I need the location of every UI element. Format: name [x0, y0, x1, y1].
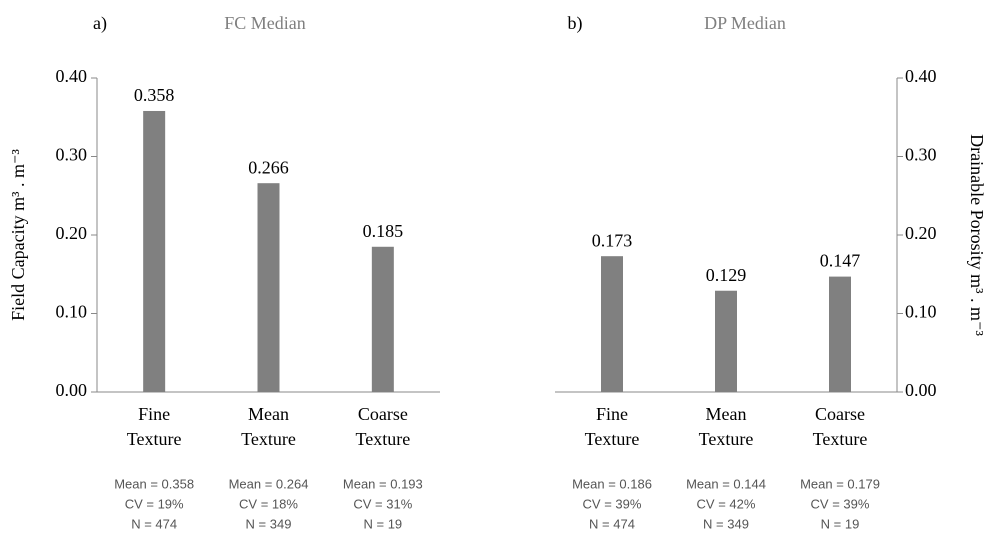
category-note: Mean = 0.193: [343, 476, 423, 491]
x-tick-label: Coarse Texture: [813, 404, 868, 449]
category-note: N = 349: [246, 516, 292, 531]
x-tick-label: Fine Texture: [585, 404, 640, 449]
x-tick-label-line: Coarse: [358, 404, 408, 424]
y-tick-label: 0.20: [905, 223, 937, 243]
y-tick-label: 0.20: [56, 223, 88, 243]
bar: [715, 290, 737, 392]
category-note: CV = 39%: [583, 496, 642, 511]
x-tick-label-line: Coarse: [815, 404, 865, 424]
y-tick-label: 0.00: [905, 380, 937, 400]
bar: [143, 110, 166, 392]
x-tick-label-line: Texture: [127, 429, 182, 449]
category-note: Mean = 0.144: [686, 476, 766, 491]
value-label: 0.173: [592, 230, 633, 250]
x-tick-label-line: Fine: [596, 404, 628, 424]
y-tick-label: 0.40: [905, 66, 937, 86]
x-tick-label-line: Texture: [699, 429, 754, 449]
x-tick-label-line: Fine: [138, 404, 170, 424]
bar: [371, 246, 394, 392]
panel-label: b): [568, 13, 583, 34]
value-label: 0.358: [134, 85, 175, 105]
y-tick-label: 0.00: [56, 380, 88, 400]
category-note: N = 349: [703, 516, 749, 531]
category-note: CV = 19%: [125, 496, 184, 511]
chart-title: FC Median: [224, 13, 306, 33]
value-label: 0.129: [706, 265, 747, 285]
chart-title: DP Median: [704, 13, 786, 33]
x-tick-label: Coarse Texture: [355, 404, 410, 449]
x-tick-label-line: Mean: [706, 404, 747, 424]
x-tick-label-line: Mean: [248, 404, 289, 424]
value-label: 0.185: [363, 221, 404, 241]
y-tick-label: 0.40: [56, 66, 88, 86]
category-note: Mean = 0.186: [572, 476, 652, 491]
value-label: 0.147: [820, 251, 861, 271]
category-note: N = 19: [363, 516, 402, 531]
y-axis-label: Drainable Porosity m³ . m⁻³: [967, 134, 986, 336]
category-note: CV = 39%: [811, 496, 870, 511]
x-tick-label: Mean Texture: [699, 404, 754, 449]
bar: [829, 276, 851, 392]
y-tick-label: 0.30: [56, 145, 88, 165]
x-tick-label-line: Texture: [585, 429, 640, 449]
x-tick-label: Fine Texture: [127, 404, 182, 449]
y-axis-label: Field Capacity m³ . m⁻³: [8, 149, 28, 321]
value-label: 0.266: [248, 157, 289, 177]
bar: [601, 256, 623, 392]
category-note: CV = 42%: [697, 496, 756, 511]
x-tick-label-line: Texture: [813, 429, 868, 449]
y-tick-label: 0.10: [905, 302, 937, 322]
panel-label: a): [93, 13, 107, 34]
y-tick-label: 0.30: [905, 145, 937, 165]
x-tick-label: Mean Texture: [241, 404, 296, 449]
y-tick-label: 0.10: [56, 302, 88, 322]
category-note: N = 474: [131, 516, 177, 531]
category-note: CV = 31%: [353, 496, 412, 511]
bar: [257, 183, 280, 392]
category-note: Mean = 0.179: [800, 476, 880, 491]
category-note: N = 474: [589, 516, 635, 531]
category-note: Mean = 0.358: [114, 476, 194, 491]
x-tick-label-line: Texture: [241, 429, 296, 449]
category-note: Mean = 0.264: [229, 476, 309, 491]
x-tick-label-line: Texture: [355, 429, 410, 449]
category-note: CV = 18%: [239, 496, 298, 511]
category-note: N = 19: [821, 516, 860, 531]
